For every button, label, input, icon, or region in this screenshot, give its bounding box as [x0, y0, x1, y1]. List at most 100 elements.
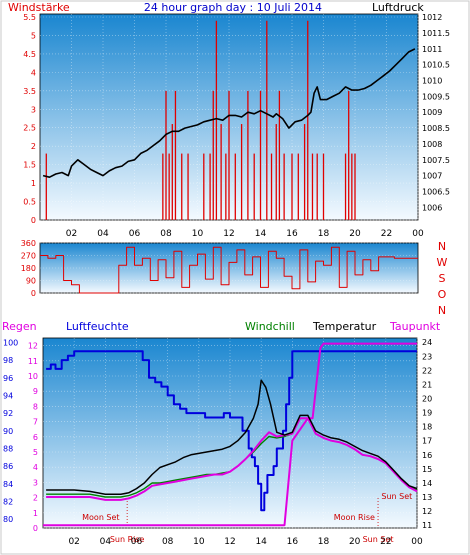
time-tick-label: 14 [255, 229, 267, 239]
temperature-tick-label: 24 [422, 338, 432, 347]
time-tick-label: 20 [349, 229, 361, 239]
humidity-tick-label: 96 [3, 374, 13, 383]
time-tick-label: 10 [193, 537, 205, 547]
pressure-tick-label: 1006.5 [422, 187, 450, 196]
humidity-tick-labels: 80 82 84 86 88 90 92 94 96 98 100 [3, 338, 18, 524]
time-tick-label: 08 [162, 537, 174, 547]
pressure-axis-label: Luftdruck [372, 1, 424, 14]
wind-direction-line [40, 246, 418, 294]
astro-annotation: Moon Rise [334, 513, 375, 522]
wind-tick-label: 4 [31, 68, 36, 77]
compass-label: O [438, 288, 447, 301]
wind-tick-label: 1.5 [23, 161, 36, 170]
pressure-tick-labels: 1006 1006.5 1007 1007.5 1008 1008.5 1009 1009.5… [422, 13, 450, 212]
time-tick-label: 18 [318, 537, 330, 547]
temperature-tick-label: 11 [422, 521, 432, 530]
wind-tick-label: 0 [31, 216, 36, 225]
rain-tick-label: 6 [33, 433, 38, 442]
rain-tick-label: 5 [33, 448, 38, 457]
wind-tick-label: 5 [31, 31, 36, 40]
time-tick-label: 12 [224, 537, 235, 547]
humidity-tick-label: 92 [3, 409, 13, 418]
wind-tick-label: 5.5 [23, 13, 36, 22]
time-tick-label: 22 [381, 229, 392, 239]
compass-label: W [437, 256, 448, 269]
time-tick-label: 14 [255, 537, 267, 547]
pressure-tick-label: 1007 [422, 172, 442, 181]
time-tick-label: 08 [160, 229, 172, 239]
humidity-tick-label: 90 [3, 427, 13, 436]
astro-annotation: Sun Set [363, 535, 394, 544]
rain-tick-label: 1 [33, 509, 38, 518]
time-tick-labels-top: 02 04 06 08 10 12 14 16 18 20 22 00 [66, 229, 424, 239]
humidity-line [46, 350, 417, 512]
wind-tick-label: 3 [31, 105, 36, 114]
rain-tick-label: 3 [33, 478, 38, 487]
pressure-tick-label: 1006 [422, 203, 442, 212]
wind-direction-tick-labels: 0 90 180 270 360 [21, 239, 36, 298]
humidity-tick-label: 80 [3, 515, 13, 524]
compass-label: N [438, 240, 446, 253]
pressure-tick-label: 1010 [422, 77, 442, 86]
climate-series [43, 342, 418, 527]
pressure-tick-label: 1012 [422, 13, 442, 22]
rain-tick-label: 2 [33, 494, 38, 503]
pressure-tick-label: 1008.5 [422, 124, 450, 133]
astro-annotation: Sun Rise [110, 535, 145, 544]
wind-tick-label: 2.5 [23, 124, 36, 133]
temperature-tick-label: 21 [422, 380, 432, 389]
pressure-tick-label: 1007.5 [422, 156, 450, 165]
rain-tick-label: 12 [28, 342, 38, 351]
humidity-tick-label: 86 [3, 462, 13, 471]
temperature-tick-label: 23 [422, 352, 432, 361]
legend-windchill: Windchill [245, 320, 295, 333]
time-tick-label: 18 [318, 229, 330, 239]
rain-tick-label: 7 [33, 418, 38, 427]
legend-regen: Regen [2, 320, 37, 333]
wind-direction-tick-label: 180 [21, 264, 36, 273]
pressure-line [42, 48, 416, 178]
compass-label: N [438, 304, 446, 317]
temperature-tick-label: 15 [422, 465, 432, 474]
climate-plot-area [42, 337, 418, 529]
compass-label: S [439, 272, 446, 285]
wind-tick-label: 0.5 [23, 198, 36, 207]
rain-tick-label: 4 [33, 463, 38, 472]
humidity-tick-label: 82 [3, 497, 13, 506]
wind-axis-label: Windstärke [8, 1, 70, 14]
time-tick-label: 16 [286, 229, 298, 239]
wind-tick-label: 3.5 [23, 87, 36, 96]
legend-temperatur: Temperatur [312, 320, 377, 333]
wind-tick-labels: 0 0.5 1 1.5 2 2.5 3 3.5 4 4.5 5 5.5 [23, 13, 36, 225]
time-tick-label: 12 [223, 229, 234, 239]
rain-line [43, 342, 417, 527]
time-tick-label: 04 [100, 537, 112, 547]
legend-taupunkt: Taupunkt [389, 320, 441, 333]
rain-tick-label: 8 [33, 402, 38, 411]
time-tick-label: 22 [380, 537, 391, 547]
temperature-tick-label: 20 [422, 395, 432, 404]
time-tick-label: 06 [131, 537, 143, 547]
time-tick-label: 00 [412, 229, 424, 239]
temperature-tick-label: 14 [422, 479, 432, 488]
rain-tick-label: 10 [28, 372, 38, 381]
time-tick-label: 10 [192, 229, 204, 239]
astro-annotations: Moon Set Moon Rise Sun Set Sun Rise Sun Set [82, 492, 412, 544]
pressure-tick-label: 1009 [422, 108, 442, 117]
wind-speed-series [45, 20, 356, 220]
time-tick-label: 16 [287, 537, 299, 547]
pressure-tick-label: 1009.5 [422, 92, 450, 101]
dewpoint-line [46, 417, 418, 501]
wind-direction-tick-label: 90 [26, 277, 36, 286]
humidity-tick-label: 84 [3, 480, 13, 489]
pressure-tick-label: 1011 [422, 45, 442, 54]
rain-tick-label: 9 [33, 387, 38, 396]
wind-direction-tick-label: 360 [21, 239, 36, 248]
pressure-tick-label: 1008 [422, 140, 442, 149]
time-tick-label: 00 [411, 537, 423, 547]
astro-annotation: Sun Set [381, 492, 412, 501]
